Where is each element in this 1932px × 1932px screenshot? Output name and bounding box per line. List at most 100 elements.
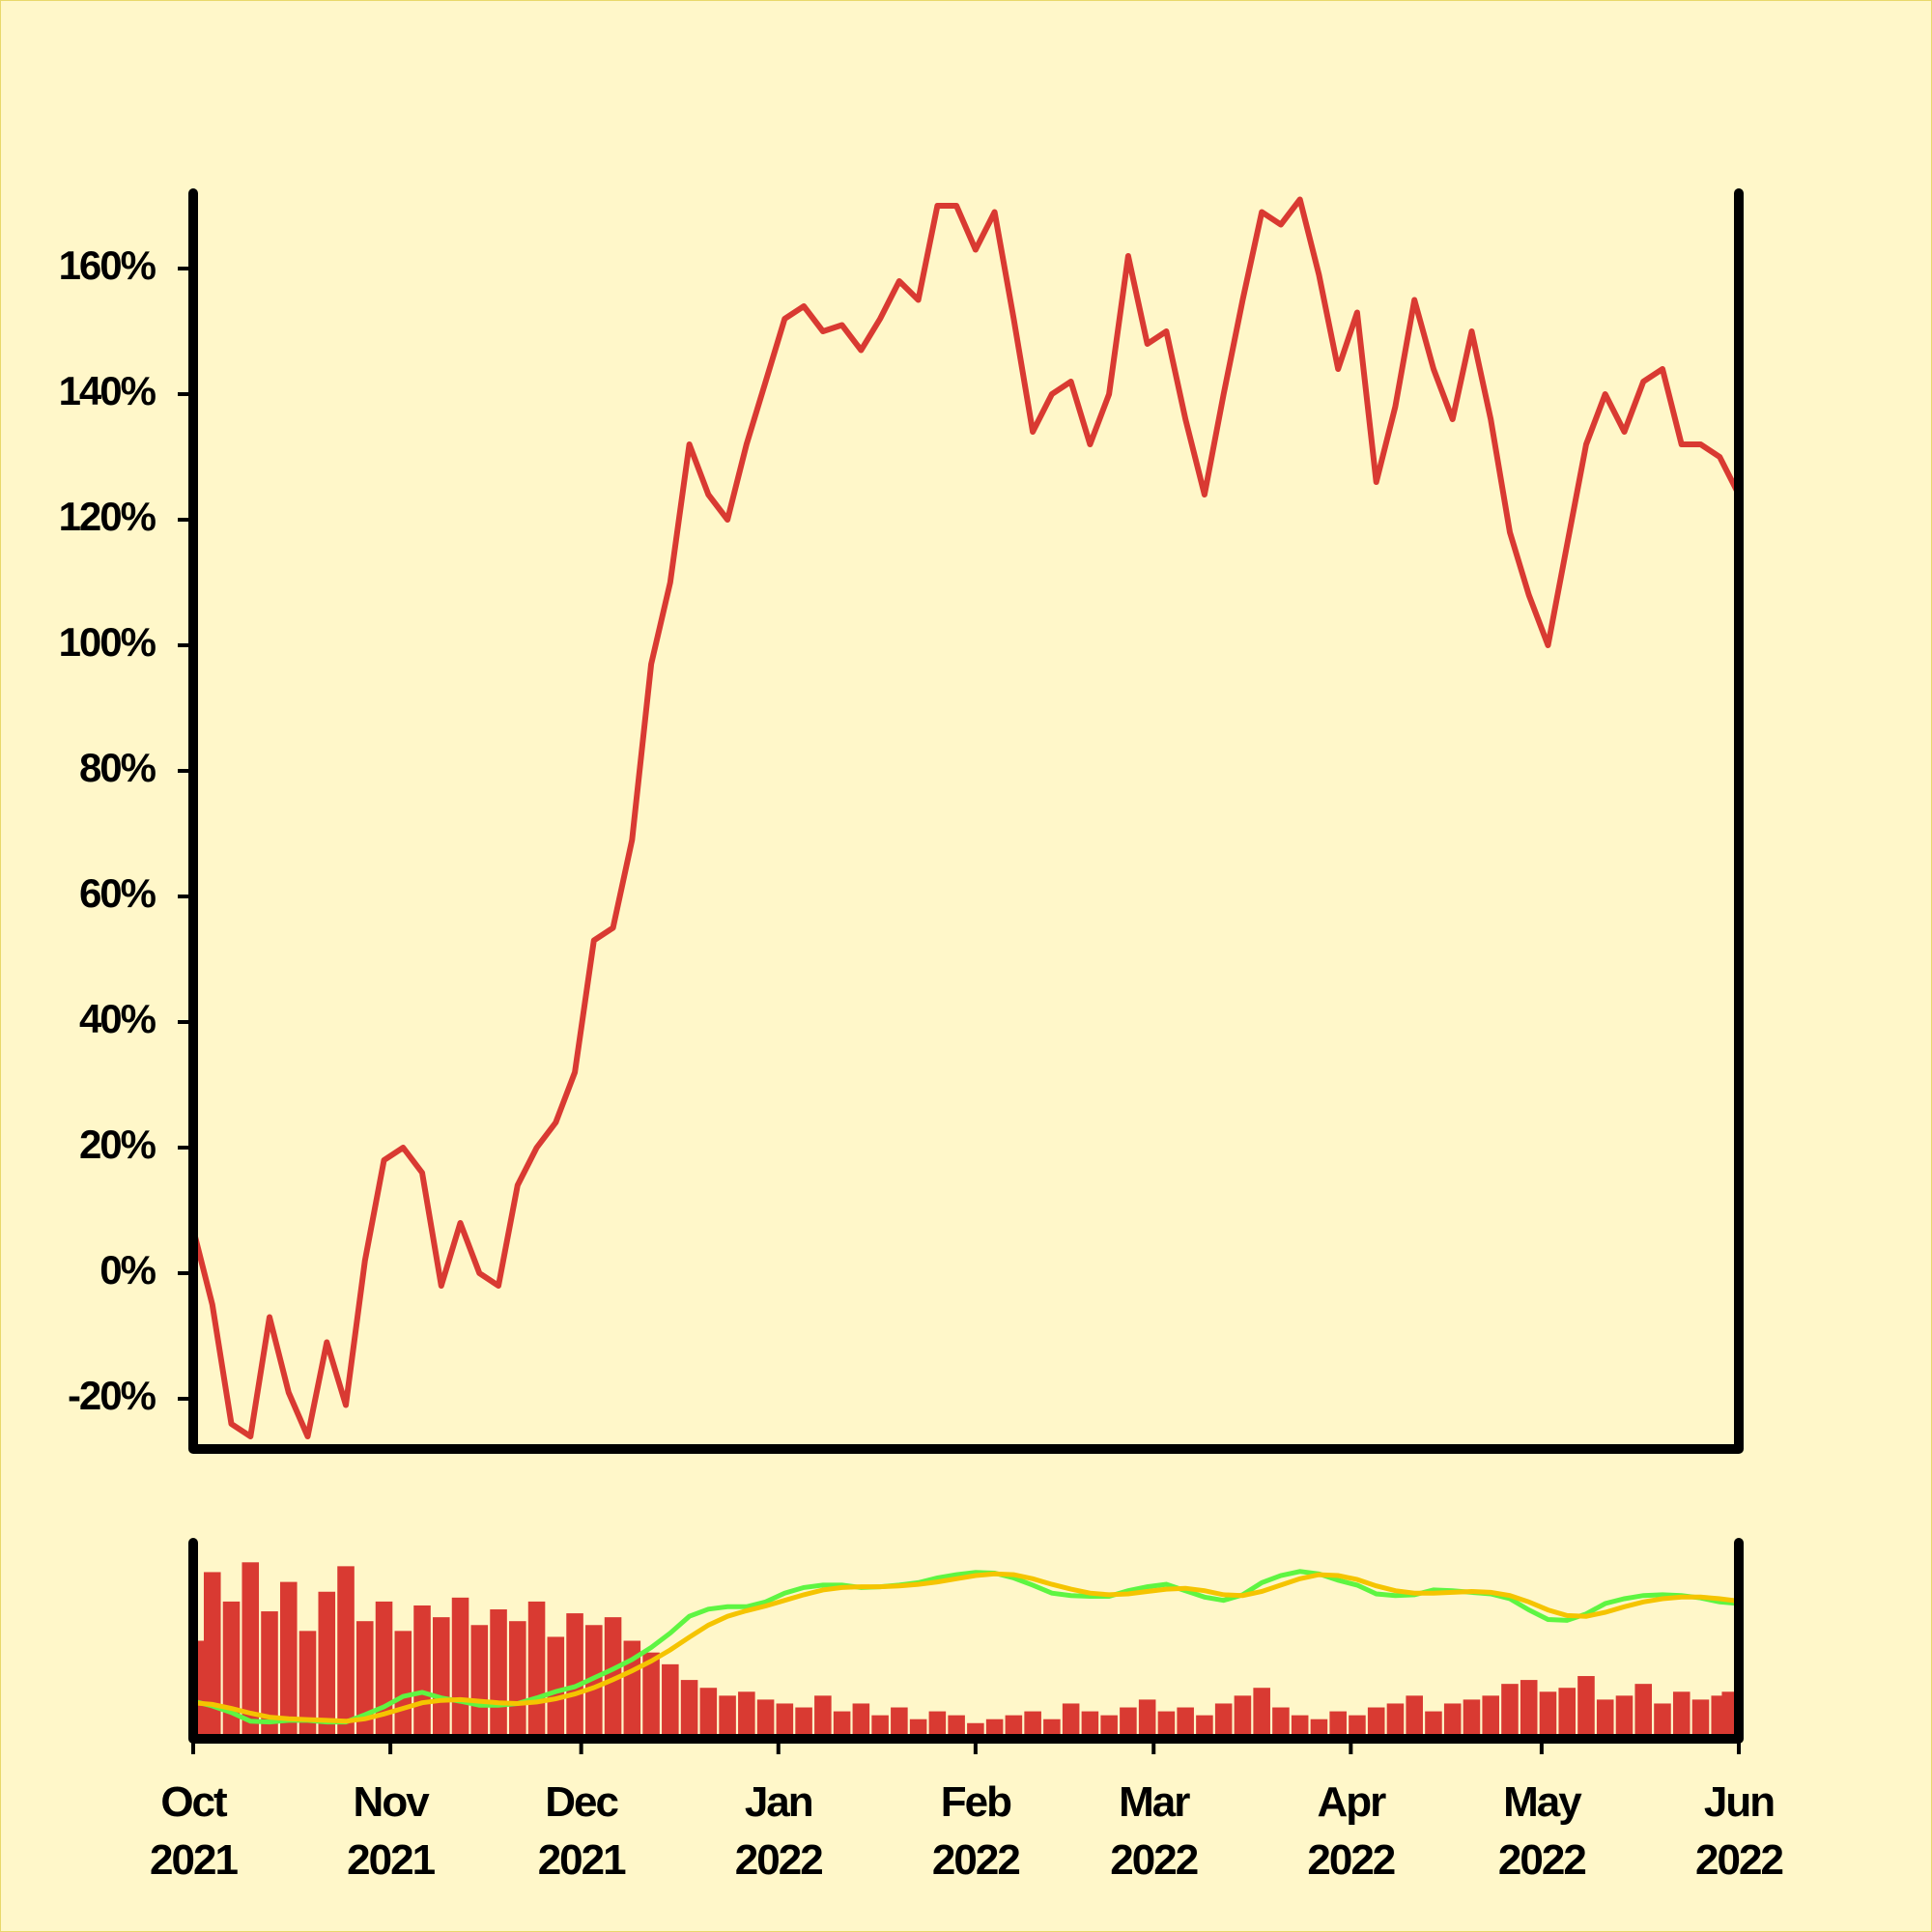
x-tick-label: Jun 2022 xyxy=(1695,1778,1784,1884)
volume-bar xyxy=(547,1636,565,1739)
y-tick-label: 80% xyxy=(79,745,156,790)
volume-bar xyxy=(738,1691,755,1739)
y-tick-label: 120% xyxy=(59,494,156,539)
volume-bar xyxy=(871,1715,889,1739)
volume-bar xyxy=(699,1688,718,1739)
volume-bar xyxy=(662,1663,679,1739)
volume-bar xyxy=(1558,1688,1577,1739)
volume-bar xyxy=(1615,1695,1634,1739)
volume-bar xyxy=(719,1695,736,1739)
y-tick-label: 0% xyxy=(99,1247,156,1293)
axis-frame xyxy=(188,188,1744,1454)
x-tick-label: Nov 2021 xyxy=(347,1778,436,1884)
volume-bar xyxy=(527,1601,546,1739)
volume-bar xyxy=(1406,1695,1423,1739)
volume-bar xyxy=(1463,1699,1481,1739)
volume-bar xyxy=(1214,1703,1233,1739)
volume-bar xyxy=(1386,1703,1405,1739)
volume-bar xyxy=(1691,1699,1710,1739)
y-tick-label: 140% xyxy=(59,368,156,413)
volume-bar xyxy=(470,1625,489,1739)
volume-bar xyxy=(1443,1703,1462,1739)
volume-bar xyxy=(1291,1715,1309,1739)
y-tick-label: 40% xyxy=(79,996,156,1041)
volume-bar xyxy=(1253,1688,1270,1739)
volume-bar xyxy=(490,1609,507,1739)
volume-bar xyxy=(279,1581,298,1739)
volume-bar xyxy=(985,1719,1004,1739)
moving-average xyxy=(192,1571,1740,1724)
volume-bar xyxy=(642,1652,660,1739)
volume-bar xyxy=(948,1715,965,1739)
volume-bar xyxy=(1177,1707,1194,1739)
volume-bar xyxy=(509,1621,526,1739)
volume-bar xyxy=(1367,1707,1385,1739)
volume-bar xyxy=(833,1711,851,1739)
volume-bar xyxy=(261,1611,278,1739)
volume-bar xyxy=(242,1562,260,1739)
volume-bar xyxy=(585,1625,603,1739)
volume-bar xyxy=(680,1680,698,1739)
x-tick-label: Feb 2022 xyxy=(931,1778,1021,1884)
volume-bar xyxy=(222,1601,241,1739)
volume-bar xyxy=(1138,1699,1156,1739)
volume-bar xyxy=(355,1621,374,1739)
volume-bar xyxy=(203,1572,221,1739)
volume-bar xyxy=(413,1605,431,1739)
volume-bar xyxy=(1234,1695,1252,1739)
volume-bar xyxy=(433,1617,450,1739)
volume-bar xyxy=(394,1631,412,1739)
volume-bar xyxy=(1520,1680,1538,1739)
volume-bar xyxy=(852,1703,870,1739)
x-tick-label: Jan 2022 xyxy=(734,1778,824,1884)
volume-bar xyxy=(1024,1711,1041,1739)
volume-bar xyxy=(1005,1715,1023,1739)
volume-bar xyxy=(1272,1707,1290,1739)
volume-bar xyxy=(1349,1715,1366,1739)
volume-bar xyxy=(451,1597,469,1739)
volume-bar xyxy=(814,1695,832,1739)
volume-bar xyxy=(1120,1707,1137,1739)
x-tick-label: May 2022 xyxy=(1497,1778,1587,1884)
volume-bar xyxy=(1596,1699,1614,1739)
volume-bar xyxy=(1634,1684,1653,1739)
volume-bar xyxy=(1577,1676,1595,1739)
x-tick-label: Mar 2022 xyxy=(1110,1778,1199,1884)
volume-bar xyxy=(1062,1703,1080,1739)
volume-bar xyxy=(1081,1711,1099,1739)
volume-bar xyxy=(795,1707,812,1739)
volume-bar xyxy=(1482,1695,1499,1739)
y-tick-label: 20% xyxy=(79,1122,156,1167)
volume-bar xyxy=(298,1631,317,1739)
volume-bar xyxy=(1100,1715,1118,1739)
x-tick-label: Dec 2021 xyxy=(537,1778,627,1884)
y-tick-label: 60% xyxy=(79,870,156,916)
volume-bar xyxy=(566,1613,583,1739)
volume-bar xyxy=(1425,1711,1442,1739)
volume-bar xyxy=(375,1601,393,1739)
x-tick-label: Apr 2022 xyxy=(1307,1778,1396,1884)
volume-bar xyxy=(1672,1691,1690,1739)
x-tick-label: Oct 2021 xyxy=(150,1778,239,1884)
volume-bar xyxy=(756,1699,775,1739)
volume-bar xyxy=(1043,1719,1061,1739)
volume-bar xyxy=(1196,1715,1213,1739)
volume-bar xyxy=(1539,1691,1557,1739)
volume-bar xyxy=(337,1566,355,1739)
volume-bar xyxy=(1654,1703,1671,1739)
y-tick-label: 160% xyxy=(59,242,156,288)
volume-bar xyxy=(776,1703,794,1739)
volume-bar xyxy=(1501,1684,1519,1739)
volume-bar xyxy=(928,1711,947,1739)
volume-bar xyxy=(909,1719,927,1739)
volume-bar xyxy=(1157,1711,1176,1739)
volume-bar xyxy=(891,1707,908,1739)
volume-bar xyxy=(623,1640,641,1739)
volume-bar xyxy=(318,1591,336,1739)
y-tick-label: 100% xyxy=(59,619,156,665)
axis-frame xyxy=(188,1538,1744,1744)
price-line xyxy=(190,196,1742,1439)
y-tick-label: -20% xyxy=(68,1373,156,1418)
volume-bar xyxy=(1329,1711,1347,1739)
